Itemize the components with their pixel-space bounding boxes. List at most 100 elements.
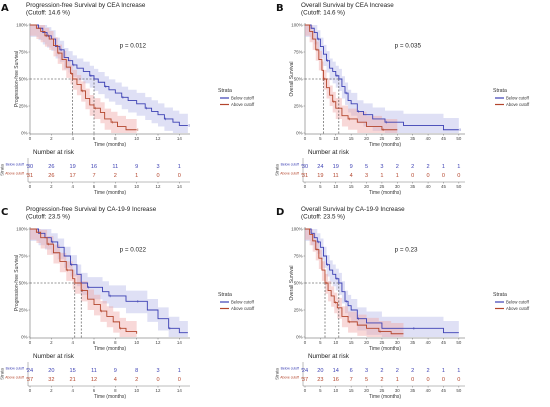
- risk-x-tick-label: 25: [379, 184, 384, 189]
- risk-y-title: Strata: [0, 368, 5, 380]
- legend-label-below: Below cutoff: [231, 300, 255, 305]
- x-tick-label: 8: [114, 136, 117, 141]
- legend-label-above: Above cutoff: [506, 306, 530, 311]
- risk-count-below: 19: [70, 164, 76, 170]
- chart-title: Progression-free Survival by CA-19-9 Inc…: [26, 206, 157, 213]
- risk-count-above: 0: [178, 377, 181, 383]
- risk-x-tick-label: 8: [114, 184, 117, 189]
- risk-count-below: 20: [317, 368, 323, 374]
- panel-letter: D: [276, 207, 284, 218]
- risk-x-tick-label: 8: [114, 388, 117, 393]
- risk-x-tick-label: 10: [333, 184, 338, 189]
- risk-count-above: 0: [427, 173, 430, 179]
- ci-band-above: [305, 229, 404, 337]
- x-tick-label: 4: [71, 340, 74, 345]
- risk-count-above: 37: [302, 377, 308, 383]
- chart-subtitle: (Cutoff: 14.6 %): [26, 10, 70, 17]
- risk-count-above: 0: [411, 173, 414, 179]
- risk-x-axis-title: Time (months): [369, 190, 401, 196]
- panel-d: D Overall Survival by CA-19-9 Increase (Cu…: [275, 204, 550, 407]
- y-tick-label: 100%: [291, 23, 302, 28]
- risk-count-below: 30: [27, 164, 33, 170]
- x-tick-label: 40: [426, 340, 431, 345]
- p-value: p = 0.012: [120, 43, 147, 50]
- x-tick-label: 20: [364, 340, 369, 345]
- risk-x-tick-label: 45: [441, 184, 446, 189]
- risk-count-above: 0: [156, 173, 159, 179]
- risk-x-tick-label: 30: [395, 184, 400, 189]
- legend-label-above: Above cutoff: [506, 102, 530, 107]
- km-curve-above: [305, 228, 404, 335]
- risk-count-above: 1: [380, 173, 383, 179]
- legend-label-above: Above cutoff: [231, 102, 255, 107]
- chart-title: Overall Survival by CEA Increase: [301, 2, 394, 9]
- x-tick-label: 20: [364, 136, 369, 141]
- risk-count-above: 2: [135, 377, 138, 383]
- x-axis-title: Time (months): [369, 142, 401, 148]
- risk-count-below: 20: [48, 368, 54, 374]
- risk-x-tick-label: 10: [134, 388, 139, 393]
- y-tick-label: 50%: [19, 281, 28, 286]
- risk-x-tick-label: 15: [349, 388, 354, 393]
- risk-count-below: 30: [302, 164, 308, 170]
- risk-count-below: 8: [135, 368, 138, 374]
- risk-count-below: 14: [333, 368, 339, 374]
- x-axis-title: Time (months): [94, 346, 126, 352]
- risk-count-above: 2: [114, 173, 117, 179]
- y-tick-label: 100%: [16, 23, 27, 28]
- risk-row-label-above: Above cutoff: [280, 376, 299, 380]
- x-axis-title: Time (months): [94, 142, 126, 148]
- x-tick-label: 14: [177, 340, 182, 345]
- x-tick-label: 45: [441, 136, 446, 141]
- km-figure-a: A Progression-free Survival by CEA Increa…: [0, 2, 255, 196]
- panel-c: C Progression-free Survival by CA-19-9 In…: [0, 204, 275, 407]
- x-tick-label: 0: [304, 136, 307, 141]
- y-tick-label: 50%: [294, 77, 303, 82]
- risk-count-above: 21: [70, 377, 76, 383]
- x-tick-label: 12: [156, 136, 161, 141]
- risk-count-below: 9: [350, 164, 353, 170]
- risk-count-below: 11: [91, 368, 97, 374]
- panel-letter: A: [1, 3, 9, 14]
- x-tick-label: 45: [441, 340, 446, 345]
- risk-count-below: 9: [135, 164, 138, 170]
- risk-x-tick-label: 10: [333, 388, 338, 393]
- x-tick-label: 50: [456, 340, 461, 345]
- x-tick-label: 0: [304, 340, 307, 345]
- risk-count-below: 2: [396, 164, 399, 170]
- y-axis-title: Overall Survival: [289, 265, 295, 300]
- risk-x-axis-title: Time (months): [94, 190, 126, 196]
- y-tick-label: 25%: [19, 308, 28, 313]
- p-value: p = 0.035: [395, 43, 422, 50]
- risk-count-above: 5: [365, 377, 368, 383]
- chart-subtitle: (Cutoff: 23.5 %): [26, 214, 70, 221]
- risk-count-below: 3: [156, 368, 159, 374]
- legend-title: Strata: [218, 292, 232, 298]
- y-tick-label: 0%: [21, 335, 27, 340]
- risk-row-label-below: Below cutoff: [6, 163, 24, 167]
- risk-row-label-above: Above cutoff: [280, 172, 299, 176]
- risk-count-above: 37: [27, 377, 33, 383]
- km-figure-d: D Overall Survival by CA-19-9 Increase(Cu…: [275, 206, 530, 400]
- y-tick-label: 0%: [296, 131, 302, 136]
- risk-x-tick-label: 35: [410, 388, 415, 393]
- risk-count-below: 3: [380, 164, 383, 170]
- risk-x-tick-label: 6: [93, 184, 96, 189]
- risk-x-tick-label: 5: [319, 388, 322, 393]
- ci-band-above: [30, 25, 137, 133]
- y-axis-title: Overall Survival: [289, 61, 295, 96]
- risk-count-below: 2: [427, 164, 430, 170]
- x-tick-label: 0: [29, 340, 32, 345]
- risk-x-tick-label: 40: [426, 388, 431, 393]
- ci-band-below: [30, 25, 188, 133]
- x-tick-label: 25: [379, 340, 384, 345]
- x-tick-label: 4: [71, 136, 74, 141]
- x-tick-label: 15: [349, 136, 354, 141]
- x-axis-title: Time (months): [369, 346, 401, 352]
- x-tick-label: 2: [50, 136, 53, 141]
- risk-x-tick-label: 2: [50, 184, 53, 189]
- risk-count-above: 19: [317, 173, 323, 179]
- chart-subtitle: (Cutoff: 14.6 %): [301, 10, 345, 17]
- risk-y-title: Strata: [0, 164, 5, 176]
- risk-table-title: Number at risk: [33, 353, 75, 360]
